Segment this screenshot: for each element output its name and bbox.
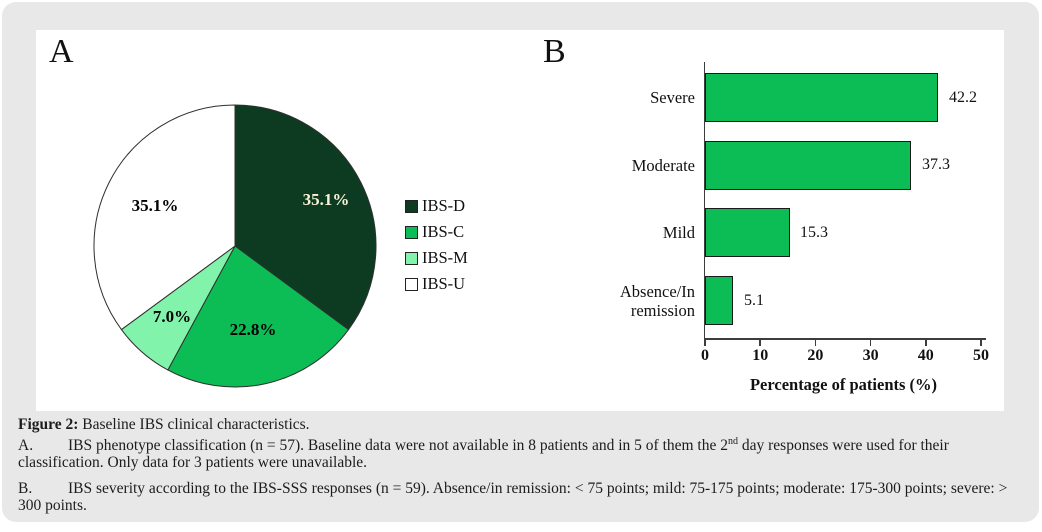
x-axis-tick-label-40: 40 — [917, 347, 934, 364]
legend-item-ibs-d: IBS-D — [405, 196, 468, 215]
bar-category-text-moderate: Moderate — [631, 155, 695, 175]
bar-category-text-mild: Mild — [662, 223, 695, 243]
figure-caption: Figure 2: Baseline IBS clinical characte… — [18, 416, 1032, 515]
legend-label-ibs-m: IBS-M — [422, 248, 468, 267]
legend-swatch-ibs-u — [405, 277, 418, 291]
bar-moderate — [705, 140, 911, 190]
x-axis-tick-label-20: 20 — [807, 347, 824, 364]
pie-legend: IBS-D IBS-C IBS-M IBS-U — [405, 196, 468, 293]
bar-value-label-severe: 42.2 — [949, 88, 977, 106]
bar-category-label-absence-in-remission: Absence/In remission — [595, 276, 695, 325]
panel-b-label: B — [543, 33, 566, 70]
y-axis-line — [703, 62, 705, 340]
legend-item-ibs-c: IBS-C — [405, 222, 468, 241]
bar-value-label-moderate: 37.3 — [922, 156, 950, 174]
bar-mild — [705, 208, 790, 258]
x-axis-tick-20 — [814, 339, 817, 346]
x-axis-tick-label-50: 50 — [973, 347, 989, 364]
bar-category-label-moderate: Moderate — [595, 141, 695, 190]
legend-item-ibs-u: IBS-U — [405, 274, 468, 293]
caption-paragraph-b: B. IBS severity according to the IBS-SSS … — [18, 480, 1032, 515]
bar-category-text-absence-in-remission: Absence/In remission — [619, 281, 695, 320]
x-axis-tick-40 — [925, 339, 927, 346]
pie-chart — [93, 104, 377, 388]
x-axis-tick-label-0: 0 — [701, 347, 709, 364]
pie-slice-label-ibs-m: 7.0% — [152, 307, 192, 326]
x-axis-line — [703, 338, 986, 340]
caption-figure-label: Figure 2: — [18, 416, 79, 433]
legend-swatch-ibs-d — [405, 199, 418, 213]
caption-a-text-2: day responses were used for their classi… — [18, 436, 949, 472]
x-axis-tick-50 — [980, 339, 982, 346]
panel-a-label: A — [49, 33, 74, 70]
pie-slice-ibs-u — [93, 104, 236, 331]
bar-category-text-severe: Severe — [650, 88, 695, 107]
legend-label-ibs-d: IBS-D — [422, 196, 466, 215]
bar-value-label-mild: 15.3 — [800, 223, 828, 241]
pie-slice-label-ibs-u: 35.1% — [131, 196, 179, 215]
legend-label-ibs-u: IBS-U — [422, 274, 466, 293]
legend-label-ibs-c: IBS-C — [422, 222, 465, 241]
bar-absence-in-remission — [705, 276, 734, 326]
caption-b-label: B. — [18, 479, 33, 497]
caption-a-label: A. — [18, 436, 34, 454]
pie-slice-label-ibs-d: 35.1% — [302, 190, 350, 209]
x-axis-tick-label-10: 10 — [752, 347, 769, 364]
x-axis-tick-10 — [759, 339, 761, 346]
bar-severe — [705, 73, 938, 122]
bar-category-label-mild: Mild — [595, 208, 695, 257]
bar-chart: Percentage of patients (%) 0 10 20 30 40 50 42… — [36, 30, 1004, 411]
caption-title-line: Figure 2: Baseline IBS clinical characte… — [18, 416, 1032, 434]
x-axis-tick-30 — [869, 339, 872, 346]
legend-swatch-ibs-m — [405, 251, 418, 265]
x-axis-tick-label-30: 30 — [862, 347, 879, 364]
bar-value-label-absence-in-remission: 5.1 — [744, 291, 764, 309]
caption-paragraph-a: A. IBS phenotype classification (n = 57).… — [18, 435, 1032, 472]
caption-b-text: IBS severity according to the IBS-SSS re… — [18, 479, 1008, 515]
bar-category-label-severe: Severe — [595, 73, 695, 122]
pie-slice-ibs-d — [234, 104, 377, 331]
chart-panel: A B 35.1% 22.8% 7.0% 35.1% IBS-D IBS-C IBS-M I… — [36, 30, 1004, 411]
legend-swatch-ibs-c — [405, 225, 418, 239]
x-axis-tick-0 — [704, 339, 706, 346]
caption-a-text-1: IBS phenotype classification (n = 57). B… — [68, 436, 728, 454]
x-axis-title: Percentage of patients (%) — [749, 375, 938, 394]
caption-a-superscript: nd — [728, 435, 738, 447]
pie-slice-ibs-c — [167, 245, 350, 388]
pie-slice-label-ibs-c: 22.8% — [229, 320, 277, 339]
caption-figure-text: Baseline IBS clinical characteristics. — [78, 416, 310, 433]
legend-item-ibs-m: IBS-M — [405, 248, 468, 267]
